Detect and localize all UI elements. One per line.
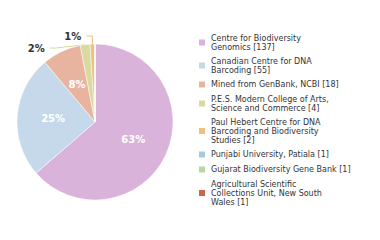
svg-text:Gujarat Biodiversity Gene Bank: Gujarat Biodiversity Gene Bank [1] xyxy=(211,165,351,174)
svg-text:Agricultural Scientific: Agricultural Scientific xyxy=(211,180,296,189)
svg-text:P.E.S. Modern College of Arts,: P.E.S. Modern College of Arts, xyxy=(211,95,329,104)
svg-text:25%: 25% xyxy=(41,113,65,124)
svg-text:Studies [2]: Studies [2] xyxy=(211,136,255,145)
svg-text:Paul Hebert Centre for DNA: Paul Hebert Centre for DNA xyxy=(211,118,321,127)
svg-text:Centre for Biodiversity: Centre for Biodiversity xyxy=(211,34,301,43)
svg-text:63%: 63% xyxy=(121,134,145,145)
svg-text:Barcoding [55]: Barcoding [55] xyxy=(211,66,270,75)
svg-text:Genomics [137]: Genomics [137] xyxy=(211,43,275,52)
svg-text:Science and Commerce [4]: Science and Commerce [4] xyxy=(211,104,319,113)
svg-text:Collections Unit, New South: Collections Unit, New South xyxy=(211,189,322,198)
svg-text:1%: 1% xyxy=(64,31,81,42)
svg-text:Barcoding and Biodiversity: Barcoding and Biodiversity xyxy=(211,127,319,136)
svg-text:Mined from GenBank, NCBI [18]: Mined from GenBank, NCBI [18] xyxy=(211,80,339,89)
svg-text:Canadian Centre for DNA: Canadian Centre for DNA xyxy=(211,57,312,66)
svg-text:Wales [1]: Wales [1] xyxy=(211,198,249,207)
svg-text:Punjabi University, Patiala [1: Punjabi University, Patiala [1] xyxy=(211,150,329,159)
svg-text:8%: 8% xyxy=(68,79,85,90)
svg-text:2%: 2% xyxy=(28,43,45,54)
